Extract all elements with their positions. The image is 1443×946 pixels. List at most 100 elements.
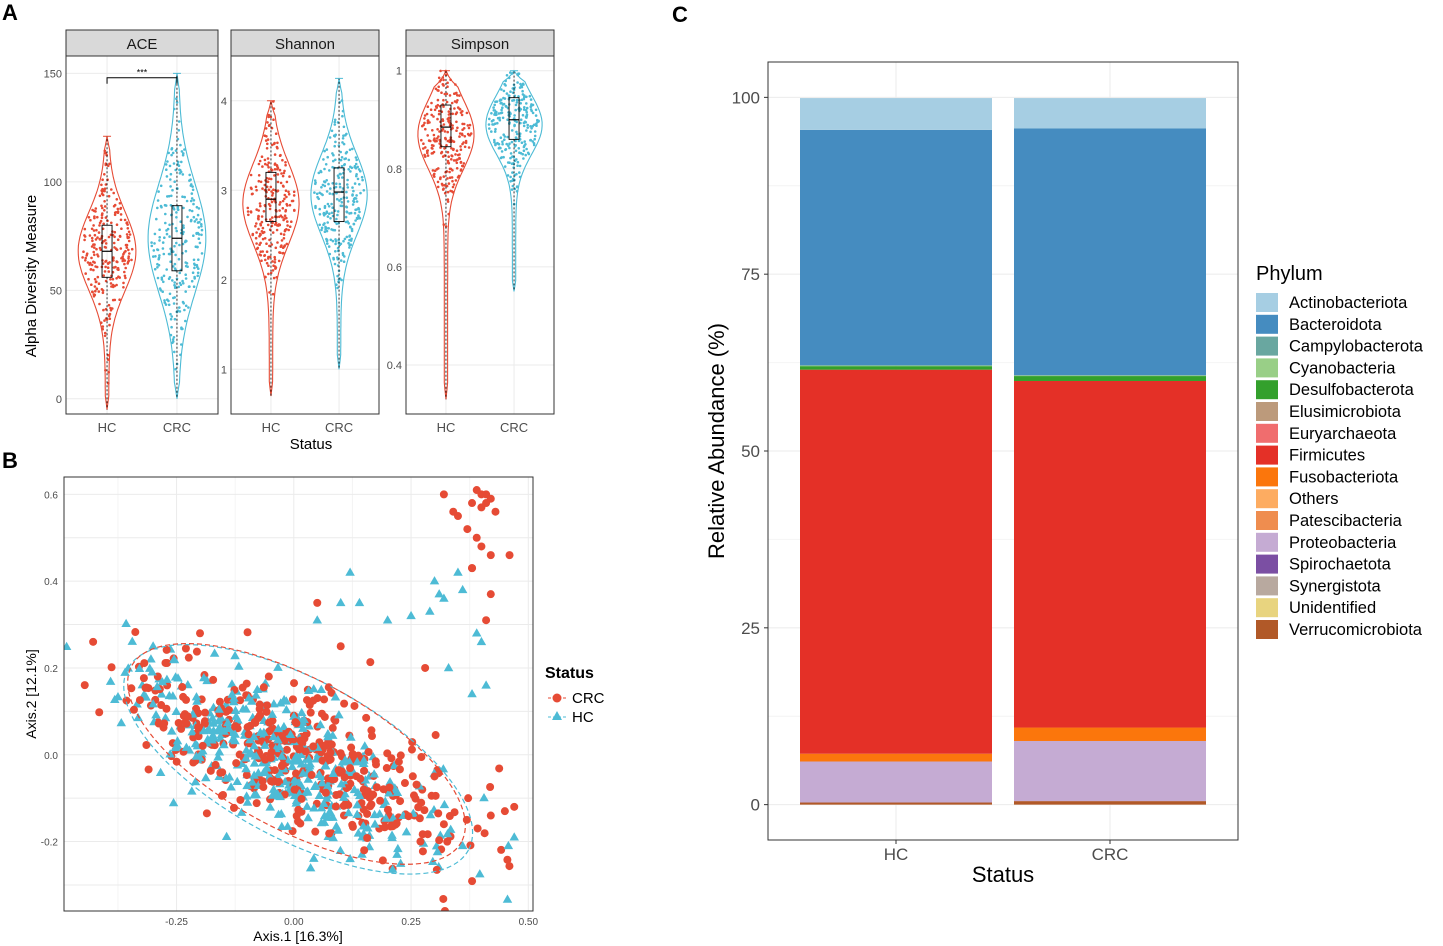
jitter-point (426, 119, 430, 123)
jitter-point (278, 251, 281, 254)
jitter-point (500, 108, 503, 112)
scatter-point-hc (267, 709, 278, 718)
scatter-point-hc (320, 761, 331, 770)
jitter-point (267, 257, 270, 260)
jitter-point (288, 175, 291, 178)
jitter-point (127, 256, 130, 260)
jitter-point (451, 112, 455, 116)
jitter-point (341, 253, 345, 257)
scatter-point-hc (357, 849, 367, 858)
scatter-point-hc (475, 869, 485, 878)
jitter-point (529, 105, 533, 109)
jitter-point (196, 245, 199, 249)
jitter-point (444, 225, 448, 228)
jitter-point (293, 208, 296, 212)
jitter-point (440, 150, 444, 154)
scatter-point-crc (486, 783, 495, 792)
scatter-point-hc (302, 786, 313, 795)
jitter-point (460, 113, 464, 117)
jitter-point (349, 225, 352, 229)
jitter-point (446, 150, 450, 154)
jitter-point (438, 142, 442, 145)
scatter-point-crc (107, 663, 116, 672)
scatter-point-crc (480, 829, 489, 838)
jitter-point (274, 132, 278, 135)
jitter-point (533, 137, 536, 141)
scatter-point-hc (384, 788, 394, 797)
jitter-point (121, 259, 124, 263)
jitter-point (264, 258, 267, 262)
jitter-point (328, 212, 331, 215)
jitter-point (448, 167, 452, 171)
scatter-point-crc (339, 801, 348, 810)
jitter-point (283, 217, 286, 220)
jitter-point (426, 121, 430, 125)
jitter-point (516, 160, 520, 164)
scatter-point-crc (430, 772, 439, 781)
jitter-point (94, 207, 98, 210)
scatter-point-hc (303, 813, 313, 822)
legend-key-firmicutes (1256, 445, 1278, 465)
jitter-point (422, 123, 425, 127)
jitter-point (257, 209, 261, 212)
scatter-point-crc (327, 688, 336, 697)
jitter-point (112, 259, 115, 262)
jitter-point (529, 98, 533, 101)
jitter-point (357, 168, 361, 171)
scatter-point-crc (439, 490, 448, 499)
jitter-point (458, 132, 462, 135)
scatter-point-hc (199, 672, 209, 682)
jitter-point (171, 279, 174, 282)
jitter-point (525, 102, 528, 105)
jitter-point (115, 283, 118, 287)
jitter-point (461, 128, 464, 131)
jitter-point (106, 219, 109, 223)
jitter-point (436, 117, 439, 121)
scatter-point-hc (388, 813, 398, 822)
jitter-point (447, 161, 451, 165)
jitter-point (447, 212, 451, 216)
jitter-point (443, 184, 446, 187)
jitter-point (531, 111, 535, 115)
jitter-point (287, 192, 291, 196)
panel-label-c: C (672, 2, 688, 27)
jitter-point (292, 190, 296, 194)
jitter-point (443, 130, 447, 133)
jitter-point (193, 266, 196, 270)
jitter-point (273, 261, 277, 264)
jitter-point (333, 144, 337, 148)
jitter-point (523, 144, 526, 147)
jitter-point (520, 85, 524, 89)
scatter-y-tick-label: 0.2 (44, 664, 58, 675)
scatter-point-crc (468, 564, 477, 573)
scatter-point-hc (393, 843, 403, 853)
jitter-point (468, 123, 472, 127)
scatter-point-hc (369, 769, 379, 778)
jitter-point (189, 199, 193, 203)
jitter-point (510, 140, 514, 144)
jitter-point (166, 298, 169, 302)
scatter-point-hc (322, 793, 332, 802)
jitter-point (269, 115, 273, 119)
jitter-point (197, 207, 201, 210)
jitter-point (447, 155, 451, 158)
scatter-point-hc (289, 775, 300, 784)
jitter-point (510, 188, 514, 191)
jitter-point (281, 199, 285, 203)
bar-segment-actinobacteriota-hc (800, 98, 992, 130)
scatter-point-hc (345, 567, 355, 576)
jitter-point (518, 99, 521, 102)
facet-x-tick-label: CRC (325, 420, 353, 435)
jitter-point (455, 167, 459, 170)
jitter-point (171, 250, 175, 253)
panel-c-legend-title: Phylum (1256, 263, 1323, 285)
jitter-point (268, 291, 271, 294)
jitter-point (426, 151, 429, 155)
jitter-point (254, 236, 258, 240)
jitter-point (275, 145, 279, 149)
scatter-point-hc (309, 803, 319, 812)
scatter-point-crc (267, 748, 276, 757)
jitter-point (347, 168, 351, 171)
jitter-point (454, 179, 458, 182)
